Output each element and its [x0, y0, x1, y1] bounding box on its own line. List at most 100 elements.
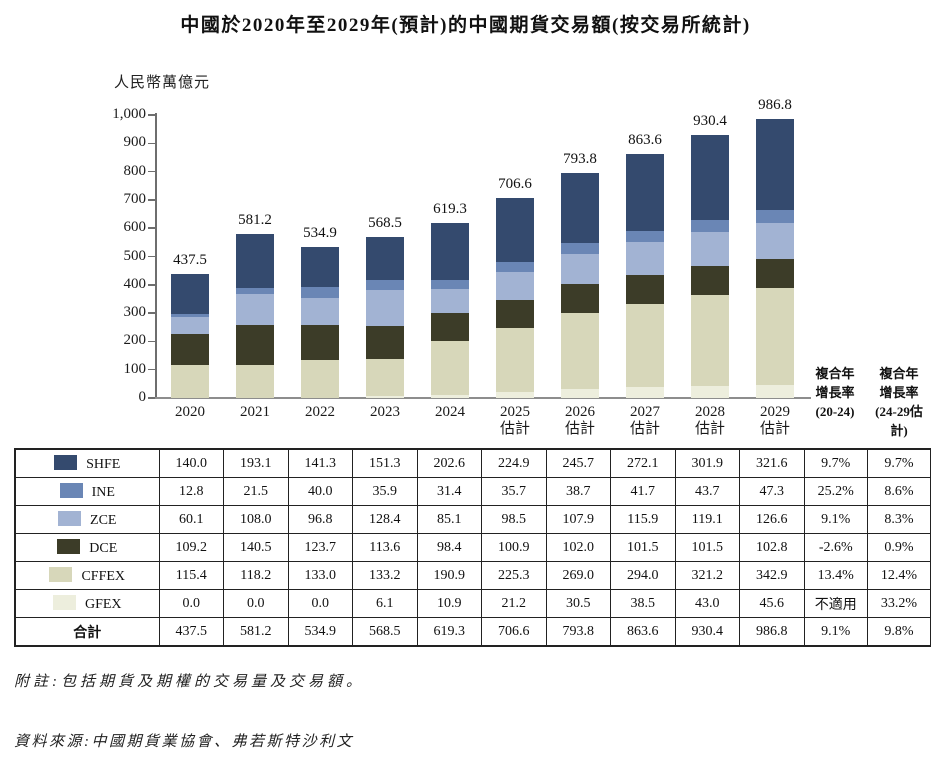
value-cell: 151.3 — [352, 448, 418, 478]
value-cell: 202.6 — [416, 448, 482, 478]
value-cell: 301.9 — [674, 448, 740, 478]
bar-total-label: 581.2 — [238, 211, 272, 228]
bar-segment-ine — [496, 261, 534, 272]
value-cell: 113.6 — [352, 533, 418, 562]
bar-total-label: 534.9 — [303, 224, 337, 241]
value-cell: 41.7 — [610, 477, 676, 506]
value-cell: 31.4 — [416, 477, 482, 506]
bar-segment-cffex — [626, 303, 664, 388]
stacked-bar-2023 — [366, 237, 404, 398]
cagr-20-24-cell: 25.2% — [803, 477, 868, 506]
value-cell: 21.2 — [481, 589, 547, 618]
x-axis-label-2025: 2025 估計 — [499, 404, 530, 437]
legend-swatch-cffex — [49, 566, 73, 582]
bar-segment-zce — [756, 223, 794, 259]
value-cell: 224.9 — [481, 448, 547, 478]
y-tick-mark — [148, 142, 155, 145]
stacked-bar-2025 — [496, 198, 534, 398]
value-cell: 47.3 — [739, 477, 805, 506]
chart-title: 中國於2020年至2029年(預計)的中國期貨交易額(按交易所統計) — [180, 15, 751, 36]
bar-segment-zce — [236, 294, 274, 325]
value-cell: 43.7 — [674, 477, 740, 506]
y-tick-mark — [148, 284, 155, 286]
bar-segment-gfex — [626, 387, 664, 398]
footnote: 附註:包括期貨及期權的交易量及交易額。 — [14, 674, 365, 690]
total-value-cell: 437.5 — [158, 617, 224, 647]
cagr-24-29-cell: 8.6% — [867, 477, 931, 506]
bar-segment-gfex — [366, 396, 404, 398]
value-cell: 133.2 — [352, 561, 418, 590]
y-tick-label: 300 — [123, 304, 147, 321]
x-axis-line — [155, 396, 811, 399]
value-cell: 0.0 — [223, 589, 289, 618]
total-label-cell: 合計 — [14, 617, 160, 647]
value-cell: 269.0 — [545, 561, 611, 590]
value-cell: 119.1 — [674, 505, 740, 534]
value-cell: 30.5 — [545, 589, 611, 618]
table-row-gfex: GFEX 0.0 0.0 0.0 6.1 10.9 21.2 30.5 38.5 43.0 45.6… — [14, 589, 931, 618]
y-tick-mark — [148, 312, 155, 314]
cagr-24-29-cell: 12.4% — [867, 561, 931, 590]
exchange-name-label: CFFEX — [81, 568, 126, 584]
value-cell: 38.7 — [545, 477, 611, 506]
bar-segment-cffex — [301, 360, 339, 398]
bar-segment-dce — [236, 324, 274, 365]
bar-total-label: 619.3 — [433, 200, 467, 217]
y-tick-label: 0 — [138, 389, 147, 405]
value-cell: 40.0 — [287, 477, 353, 506]
value-cell: 140.0 — [158, 448, 224, 478]
bar-segment-zce — [171, 317, 209, 335]
data-table: SHFE 140.0 193.1 141.3 151.3 202.6 224.9 245.7 2… — [14, 448, 931, 647]
value-cell: 321.2 — [674, 561, 740, 590]
y-tick-mark — [148, 170, 155, 173]
x-axis-label-2021: 2021 — [240, 404, 270, 420]
bar-segment-cffex — [431, 340, 469, 395]
y-tick-mark — [148, 227, 155, 229]
total-value-cell: 930.4 — [674, 617, 740, 647]
value-cell: 225.3 — [481, 561, 547, 590]
legend-cell-shfe: SHFE — [14, 448, 160, 478]
stacked-bar-2026 — [561, 173, 599, 398]
bar-segment-dce — [301, 325, 339, 361]
bar-total-label: 437.5 — [173, 252, 207, 269]
value-cell: 101.5 — [674, 533, 740, 562]
cagr-20-24-cell: 不適用 — [803, 589, 868, 618]
value-cell: 0.0 — [158, 589, 224, 618]
source-note: 資料來源:中國期貨業協會、弗若斯特沙利文 — [14, 734, 354, 750]
bar-segment-dce — [431, 313, 469, 341]
exchange-name-label: GFEX — [84, 596, 122, 612]
value-cell: 272.1 — [610, 448, 676, 478]
stacked-bar-2021 — [236, 233, 274, 398]
bar-segment-zce — [431, 288, 469, 314]
value-cell: 60.1 — [158, 505, 224, 534]
bar-segment-shfe — [561, 173, 599, 243]
y-tick-label: 100 — [123, 360, 147, 377]
bar-segment-zce — [366, 290, 404, 327]
cagr-24-29-cell: 9.7% — [867, 448, 931, 478]
bar-segment-ine — [691, 220, 729, 233]
cagr-20-24-cell: 13.4% — [803, 561, 868, 590]
bar-segment-cffex — [171, 365, 209, 398]
value-cell: 35.7 — [481, 477, 547, 506]
bar-segment-gfex — [691, 385, 729, 398]
cagr-header-1: 複合年 增長率 (20-24) — [815, 366, 855, 419]
bar-segment-shfe — [431, 222, 469, 281]
x-axis-label-2026: 2026 估計 — [564, 404, 595, 437]
bar-segment-shfe — [366, 237, 404, 280]
y-axis-line — [155, 113, 157, 398]
x-axis-label-2022: 2022 — [305, 404, 335, 420]
value-cell: 38.5 — [610, 589, 676, 618]
value-cell: 0.0 — [287, 589, 353, 618]
bar-segment-zce — [691, 232, 729, 267]
stacked-bar-2027 — [626, 153, 664, 398]
bar-segment-cffex — [561, 313, 599, 390]
bar-segment-dce — [561, 284, 599, 314]
stacked-bar-2029 — [756, 118, 794, 398]
bar-segment-ine — [756, 209, 794, 224]
table-row-shfe: SHFE 140.0 193.1 141.3 151.3 202.6 224.9 245.7 2… — [14, 448, 931, 478]
bar-segment-dce — [366, 326, 404, 359]
bar-segment-dce — [756, 258, 794, 288]
bar-segment-dce — [691, 266, 729, 295]
total-value-cell: 863.6 — [610, 617, 676, 647]
table-row-cffex: CFFEX 115.4 118.2 133.0 133.2 190.9 225.3 269.0… — [14, 561, 931, 590]
